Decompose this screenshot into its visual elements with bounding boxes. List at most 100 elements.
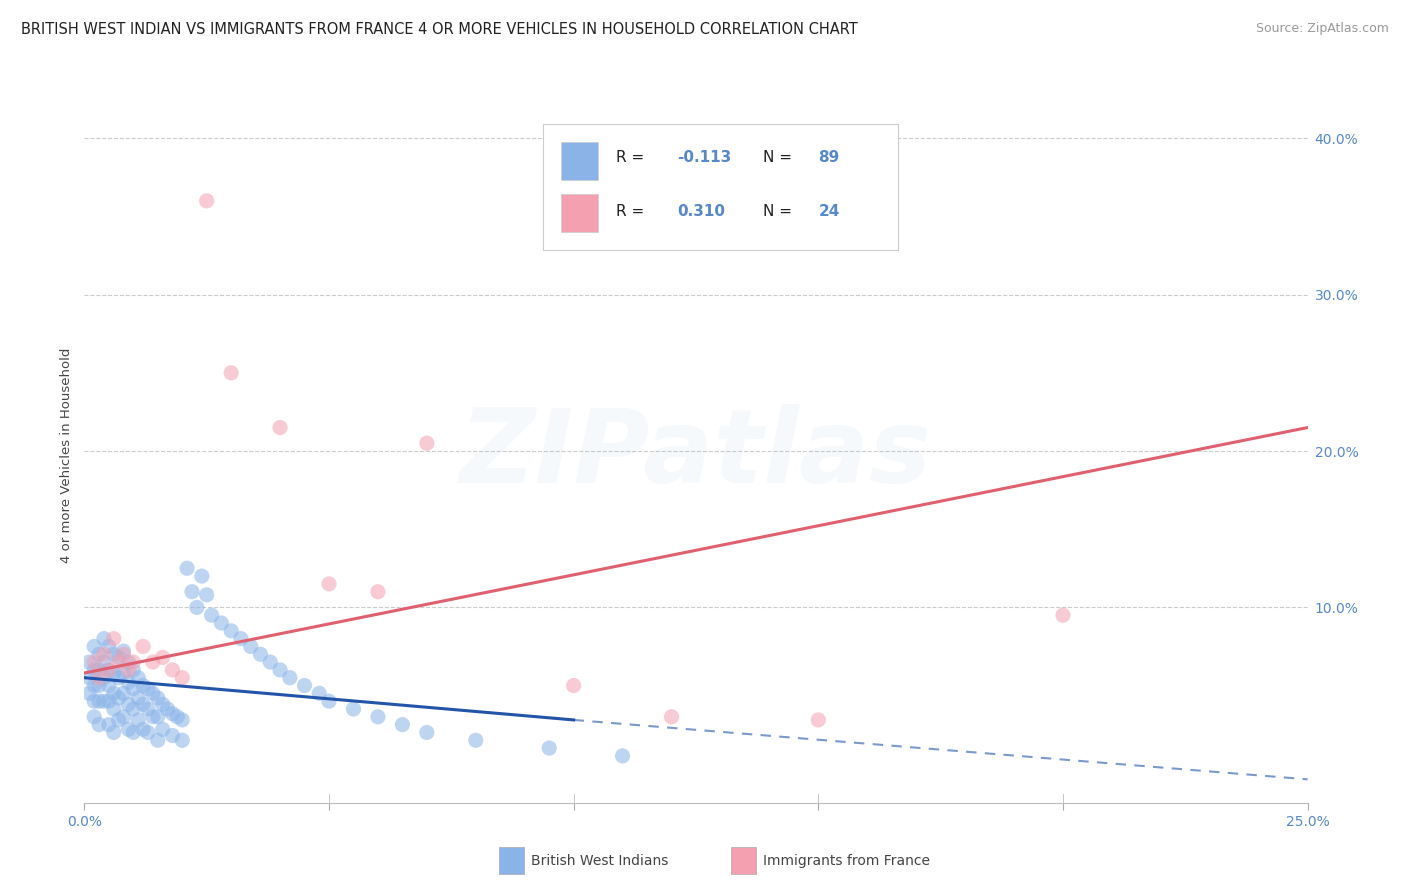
Point (103, 702, 125, 716)
Text: Immigrants from France: Immigrants from France (763, 854, 931, 868)
Point (103, 686, 125, 700)
Point (87, 663, 110, 677)
Point (191, 569, 214, 583)
Point (103, 632, 125, 646)
Point (77, 671, 100, 685)
Point (103, 647, 125, 661)
Point (269, 663, 291, 677)
Point (122, 681, 145, 696)
Point (87, 717, 110, 731)
Point (318, 694, 340, 708)
Point (391, 717, 413, 731)
Text: R =: R = (616, 150, 650, 165)
Point (538, 741, 561, 756)
Point (278, 671, 301, 685)
Point (122, 655, 145, 669)
Point (136, 702, 159, 716)
Point (176, 561, 198, 575)
FancyBboxPatch shape (543, 124, 898, 250)
Point (77, 655, 100, 669)
Point (83, 640, 105, 654)
Point (97, 663, 120, 677)
Point (342, 702, 364, 716)
Text: 0.310: 0.310 (678, 204, 725, 219)
Point (142, 686, 165, 700)
Point (132, 679, 155, 693)
Point (661, 710, 683, 724)
Point (172, 733, 194, 747)
Point (318, 577, 340, 591)
Point (122, 702, 145, 716)
Point (186, 600, 208, 615)
Point (259, 655, 281, 669)
Point (136, 681, 159, 696)
Point (107, 713, 129, 727)
Point (77, 686, 100, 700)
Point (152, 650, 174, 665)
Point (132, 640, 155, 654)
Text: Source: ZipAtlas.com: Source: ZipAtlas.com (1256, 22, 1389, 36)
Point (249, 647, 271, 661)
Point (416, 436, 439, 450)
Point (93, 694, 115, 708)
Point (156, 702, 179, 716)
Point (103, 725, 125, 739)
Point (97, 694, 120, 708)
Point (142, 710, 165, 724)
Point (93, 647, 115, 661)
Point (127, 671, 149, 685)
Text: ZIPatlas: ZIPatlas (460, 404, 932, 506)
Point (97, 640, 120, 654)
Text: BRITISH WEST INDIAN VS IMMIGRANTS FROM FRANCE 4 OR MORE VEHICLES IN HOUSEHOLD CO: BRITISH WEST INDIAN VS IMMIGRANTS FROM F… (21, 22, 858, 37)
Point (107, 655, 129, 669)
Bar (561, 142, 598, 180)
Point (117, 663, 139, 677)
Point (103, 666, 125, 681)
Point (162, 663, 184, 677)
Point (195, 588, 218, 602)
Point (146, 691, 169, 706)
Point (97, 663, 120, 677)
Point (142, 655, 165, 669)
Point (132, 698, 155, 712)
Text: -0.113: -0.113 (678, 150, 733, 165)
Point (127, 713, 149, 727)
Point (172, 713, 194, 727)
Point (83, 655, 105, 669)
Point (117, 675, 139, 690)
Point (209, 615, 232, 630)
Point (172, 671, 194, 685)
Point (122, 663, 145, 677)
Point (93, 671, 115, 685)
Point (87, 671, 110, 685)
Point (229, 632, 252, 646)
Point (83, 679, 105, 693)
Point (112, 686, 135, 700)
Text: British West Indians: British West Indians (531, 854, 669, 868)
Point (87, 694, 110, 708)
Point (117, 655, 139, 669)
Y-axis label: 4 or more Vehicles in Household: 4 or more Vehicles in Household (60, 347, 73, 563)
Text: 24: 24 (818, 204, 839, 219)
Point (166, 710, 188, 724)
Point (117, 698, 139, 712)
Point (308, 686, 330, 700)
Point (132, 723, 155, 737)
Point (219, 366, 242, 380)
Point (269, 420, 291, 434)
Point (416, 725, 439, 739)
Point (367, 584, 389, 599)
Point (107, 650, 129, 665)
Point (807, 713, 830, 727)
Point (112, 644, 135, 658)
Point (83, 663, 105, 677)
Point (146, 733, 169, 747)
Point (83, 694, 105, 708)
Point (152, 723, 174, 737)
Point (239, 640, 262, 654)
Point (107, 691, 129, 706)
Bar (561, 194, 598, 232)
Point (87, 679, 110, 693)
Point (195, 194, 218, 208)
Point (136, 725, 159, 739)
